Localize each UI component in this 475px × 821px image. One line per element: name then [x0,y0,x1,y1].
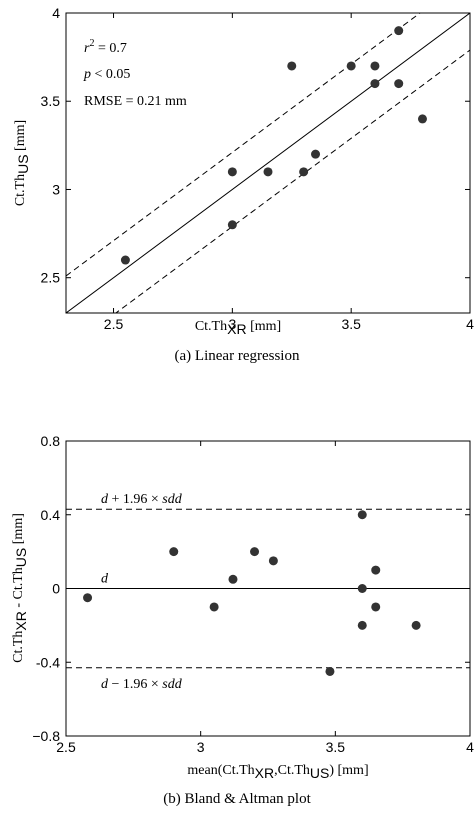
y-tick-label: 3 [52,181,60,197]
lower-limit-label: d − 1.96 × sdd [101,677,183,692]
data-point [357,510,367,520]
data-point [394,26,404,36]
rmse-label: RMSE = 0.21 mm [84,94,187,109]
data-point [357,620,367,630]
dashed-line [115,49,470,313]
plot-frame [65,12,471,314]
data-point [394,79,404,89]
x-tick-label: 2.5 [56,739,76,755]
x-axis-label: mean(Ct.ThXR,Ct.ThUS) [mm] [187,763,368,781]
x-tick-label: 4 [466,739,474,755]
y-tick-label: -0.4 [36,654,60,670]
data-point [227,167,237,177]
x-tick-label: 2.5 [104,316,124,332]
caption-a: (a) Linear regression [175,348,300,364]
y-axis-label: Ct.ThXR - Ct.ThUS [mm] [11,513,29,663]
data-point [227,220,237,230]
data-point [346,61,356,71]
y-tick-label: 2.5 [41,270,61,286]
data-points [120,26,427,265]
dashed-line [66,13,421,277]
data-point [228,574,238,584]
caption-b: (b) Bland & Altman plot [163,791,311,807]
r-squared-label: r2 = 0.7 [84,38,127,56]
mean-difference-label: d [101,572,109,587]
data-point [370,79,380,89]
p-value-label: p < 0.05 [83,67,130,82]
data-point [250,547,260,557]
data-point [411,620,421,630]
data-point [370,61,380,71]
data-point [311,149,321,159]
data-point [263,167,273,177]
data-point [371,565,381,575]
data-point [299,167,309,177]
data-point [371,602,381,612]
data-point [209,602,219,612]
x-tick-label: 3.5 [341,316,361,332]
y-tick-label: 3.5 [41,93,61,109]
reference-lines [66,13,470,313]
data-point [120,255,130,265]
y-tick-label: 0 [52,581,60,597]
data-point [83,593,93,603]
data-point [287,61,297,71]
reference-lines [66,508,470,669]
data-points [83,510,421,676]
x-axis-label: Ct.ThXR [mm] [195,319,281,337]
regression-chart: 2.5 3 3.5 4 2.5 3 3.5 4 r2 = 0.7 p < 0.05 RMSE = 0… [13,5,474,364]
y-tick-label: −0.8 [32,728,60,744]
y-axis-label: Ct.ThUS [mm] [13,120,31,206]
line-labels: d + 1.96 × sdd d d − 1.96 × sdd [101,492,183,692]
data-point [169,547,179,557]
data-point [268,556,278,566]
data-point [417,114,427,124]
data-point [357,584,367,593]
stats-annotation: r2 = 0.7 p < 0.05 RMSE = 0.21 mm [83,38,187,109]
upper-limit-label: d + 1.96 × sdd [101,492,183,507]
solid-line [66,13,470,313]
x-tick-label: 3.5 [326,739,346,755]
x-tick-label: 3 [197,739,205,755]
y-tick-label: 0.8 [41,433,61,449]
data-point [325,666,335,676]
x-tick-label: 3 [228,316,236,332]
y-tick-label: 0.4 [41,507,61,523]
y-tick-label: 4 [52,5,60,21]
bland-altman-chart: 2.5 3 3.5 4−0.8-0.400.40.8d + 1.96 × sdddd … [11,433,474,807]
x-tick-label: 4 [466,316,474,332]
